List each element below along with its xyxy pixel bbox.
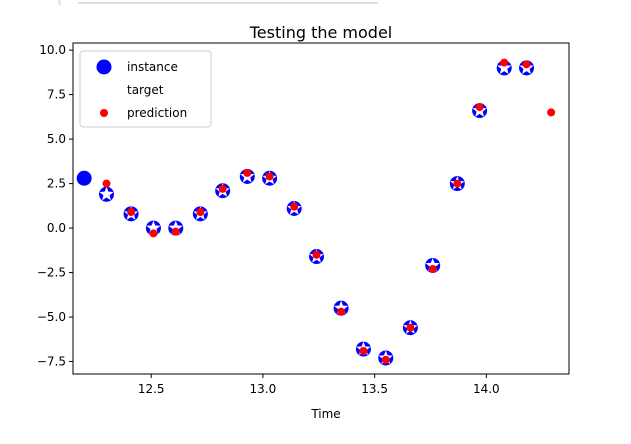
prediction-point <box>127 208 136 217</box>
prediction-point <box>337 307 346 316</box>
prediction-point <box>500 58 509 67</box>
x-tick-label: 12.5 <box>138 382 165 396</box>
target-point <box>333 300 349 315</box>
target-point <box>168 220 183 235</box>
legend-marker-prediction <box>100 109 108 117</box>
target-point <box>497 60 512 74</box>
legend-marker-target <box>97 83 111 96</box>
target-point <box>99 186 114 201</box>
prediction-point <box>359 346 368 355</box>
legend: instance target prediction <box>79 50 212 128</box>
x-tick-label: 13.5 <box>361 382 388 396</box>
legend-box <box>79 50 212 128</box>
target-point <box>146 220 161 235</box>
x-tick-label: 13.0 <box>250 382 277 396</box>
x-axis: 12.5 13.0 13.5 14.0 <box>138 374 500 396</box>
legend-label-instance: instance <box>127 60 178 74</box>
y-axis: −7.5 −5.0 −2.5 0.0 2.5 5.0 7.5 10.0 <box>37 43 73 369</box>
target-point <box>425 257 440 272</box>
legend-label-prediction: prediction <box>127 106 187 120</box>
prediction-point <box>290 202 299 211</box>
toolbar-divider <box>58 0 61 5</box>
plot-area <box>72 42 570 375</box>
prediction-point <box>522 60 531 69</box>
prediction-point <box>171 227 180 236</box>
prediction-point <box>547 108 556 117</box>
toolbar-scrollbar <box>78 2 378 4</box>
prediction-point <box>312 250 321 259</box>
prediction-point <box>265 172 274 181</box>
y-tick-label: −7.5 <box>37 355 66 369</box>
x-tick-label: 14.0 <box>473 382 500 396</box>
prediction-point <box>149 229 158 238</box>
prediction-point <box>428 265 437 274</box>
prediction-point <box>218 184 227 193</box>
prediction-point <box>406 323 415 332</box>
data-points <box>76 58 556 366</box>
chart-title: Testing the model <box>249 23 393 42</box>
y-tick-label: 0.0 <box>47 221 66 235</box>
y-tick-label: 2.5 <box>47 177 66 191</box>
prediction-point <box>243 168 252 177</box>
prediction-point <box>102 179 111 188</box>
y-tick-label: −5.0 <box>37 310 66 324</box>
notebook-toolbar-strip <box>0 0 631 6</box>
legend-label-target: target <box>127 83 164 97</box>
y-tick-label: −2.5 <box>37 266 66 280</box>
prediction-point <box>475 103 484 112</box>
prediction-point <box>196 208 205 217</box>
y-tick-label: 5.0 <box>47 132 66 146</box>
prediction-point <box>453 179 462 188</box>
y-tick-label: 10.0 <box>39 43 66 57</box>
x-axis-label: Time <box>310 407 340 421</box>
instance-point <box>76 170 92 186</box>
y-tick-label: 7.5 <box>47 88 66 102</box>
prediction-point <box>381 355 390 364</box>
legend-marker-instance <box>96 59 112 75</box>
